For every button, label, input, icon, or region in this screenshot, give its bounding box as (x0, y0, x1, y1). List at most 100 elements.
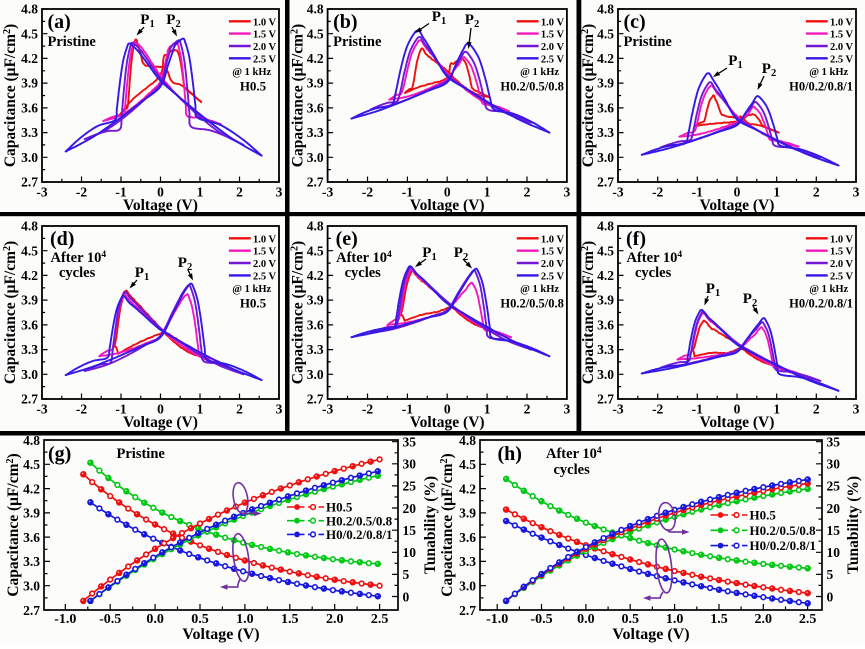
svg-text:3.3: 3.3 (21, 342, 38, 357)
svg-text:H0/0.2/0.8/1: H0/0.2/0.8/1 (326, 527, 392, 542)
svg-text:3.3: 3.3 (21, 125, 38, 140)
svg-text:3.6: 3.6 (21, 318, 38, 333)
svg-text:3.6: 3.6 (307, 101, 324, 116)
svg-text:3: 3 (276, 402, 283, 417)
svg-text:-0.5: -0.5 (530, 612, 552, 627)
svg-text:4.5: 4.5 (21, 243, 38, 258)
svg-text:(c): (c) (624, 11, 646, 33)
svg-text:25: 25 (403, 479, 417, 494)
svg-text:1: 1 (197, 185, 204, 200)
svg-text:3.0: 3.0 (21, 150, 38, 165)
svg-text:15: 15 (827, 523, 841, 538)
svg-text:1: 1 (773, 185, 780, 200)
svg-text:Capacitance (μF/cm2): Capacitance (μF/cm2) (580, 241, 597, 384)
svg-text:1.0 V: 1.0 V (253, 17, 277, 28)
svg-text:1: 1 (484, 402, 491, 417)
svg-text:4.5: 4.5 (21, 26, 38, 41)
svg-text:0: 0 (734, 185, 741, 200)
svg-text:1: 1 (773, 402, 780, 417)
svg-text:Capacitance (μF/cm2): Capacitance (μF/cm2) (2, 241, 19, 384)
svg-text:5: 5 (827, 567, 834, 582)
svg-text:2.5 V: 2.5 V (830, 271, 854, 282)
svg-text:@ 1 kHz: @ 1 kHz (809, 67, 848, 78)
svg-text:2: 2 (236, 402, 243, 417)
svg-text:2.7: 2.7 (597, 392, 614, 407)
svg-text:-1.0: -1.0 (54, 612, 76, 627)
svg-text:1.5 V: 1.5 V (830, 247, 854, 258)
svg-text:-1: -1 (115, 402, 126, 417)
svg-text:4.5: 4.5 (597, 243, 614, 258)
svg-text:1.0 V: 1.0 V (541, 234, 565, 245)
svg-text:3.9: 3.9 (23, 506, 40, 521)
svg-text:0.5: 0.5 (621, 612, 639, 627)
svg-text:3: 3 (853, 185, 860, 200)
svg-text:4.8: 4.8 (23, 433, 40, 448)
svg-text:(a): (a) (48, 11, 71, 33)
svg-text:2.5: 2.5 (799, 612, 817, 627)
svg-text:Pristine: Pristine (333, 34, 382, 50)
svg-text:Voltage (V): Voltage (V) (123, 197, 198, 214)
svg-text:0.5: 0.5 (191, 612, 209, 627)
svg-text:Voltage (V): Voltage (V) (700, 197, 775, 214)
svg-text:4.2: 4.2 (307, 51, 324, 66)
svg-text:-0.5: -0.5 (99, 612, 121, 627)
svg-text:2.7: 2.7 (21, 175, 38, 190)
svg-text:Voltage (V): Voltage (V) (410, 197, 485, 214)
svg-text:1.5 V: 1.5 V (830, 30, 854, 41)
svg-text:(b): (b) (333, 11, 357, 33)
svg-text:1.0 V: 1.0 V (830, 234, 854, 245)
svg-text:0: 0 (827, 589, 834, 604)
svg-text:-1: -1 (692, 185, 703, 200)
svg-text:4.8: 4.8 (21, 219, 38, 234)
svg-text:4.2: 4.2 (21, 268, 38, 283)
svg-text:(h): (h) (498, 443, 522, 465)
svg-text:Pristine: Pristine (117, 446, 166, 462)
svg-text:@ 1 kHz: @ 1 kHz (232, 284, 271, 295)
svg-text:2.7: 2.7 (307, 392, 324, 407)
svg-text:H0.2/0.5/0.8: H0.2/0.5/0.8 (500, 297, 564, 311)
svg-text:After 104: After 104 (336, 250, 392, 266)
svg-text:2.7: 2.7 (307, 175, 324, 190)
svg-text:4.2: 4.2 (307, 268, 324, 283)
svg-text:-1: -1 (692, 402, 703, 417)
svg-text:H0.2/0.5/0.8: H0.2/0.5/0.8 (750, 523, 817, 538)
svg-text:H0.5: H0.5 (750, 508, 777, 523)
svg-text:3.9: 3.9 (307, 293, 324, 308)
svg-text:Capacitance (μF/cm2): Capacitance (μF/cm2) (2, 24, 19, 167)
svg-text:2: 2 (524, 402, 531, 417)
svg-text:25: 25 (827, 479, 841, 494)
svg-text:-3: -3 (612, 185, 623, 200)
svg-text:0: 0 (444, 402, 451, 417)
svg-text:Voltage (V): Voltage (V) (410, 414, 485, 431)
svg-text:(g): (g) (48, 443, 71, 465)
svg-text:3.3: 3.3 (307, 125, 324, 140)
svg-text:1.5: 1.5 (281, 612, 299, 627)
svg-text:4.8: 4.8 (307, 2, 324, 17)
svg-text:35: 35 (827, 435, 841, 450)
svg-text:H0.2/0.5/0.8: H0.2/0.5/0.8 (326, 513, 393, 528)
svg-text:2.5 V: 2.5 V (541, 54, 565, 65)
svg-text:H0.5: H0.5 (240, 79, 267, 94)
svg-text:-3: -3 (612, 402, 623, 417)
svg-text:Voltage (V): Voltage (V) (182, 626, 259, 643)
svg-text:-2: -2 (76, 185, 87, 200)
svg-text:1.5: 1.5 (710, 612, 728, 627)
svg-text:0: 0 (157, 402, 164, 417)
svg-text:1.5 V: 1.5 V (541, 247, 565, 258)
svg-text:4.8: 4.8 (459, 433, 476, 448)
svg-text:Pristine: Pristine (48, 34, 97, 50)
svg-text:4.8: 4.8 (21, 2, 38, 17)
svg-text:5: 5 (403, 567, 410, 582)
svg-text:H0/0.2/0.8/1: H0/0.2/0.8/1 (789, 80, 853, 94)
svg-text:2.7: 2.7 (597, 175, 614, 190)
svg-text:cycles: cycles (635, 265, 672, 281)
svg-text:2.0 V: 2.0 V (253, 259, 277, 270)
svg-text:2.7: 2.7 (23, 603, 40, 618)
svg-text:2.0 V: 2.0 V (830, 42, 854, 53)
svg-text:1.0: 1.0 (236, 612, 254, 627)
svg-text:2.0 V: 2.0 V (541, 259, 565, 270)
svg-text:3.9: 3.9 (307, 76, 324, 91)
svg-text:3.0: 3.0 (597, 150, 614, 165)
svg-text:H0/0.2/0.8/1: H0/0.2/0.8/1 (789, 297, 853, 311)
svg-text:0: 0 (734, 402, 741, 417)
